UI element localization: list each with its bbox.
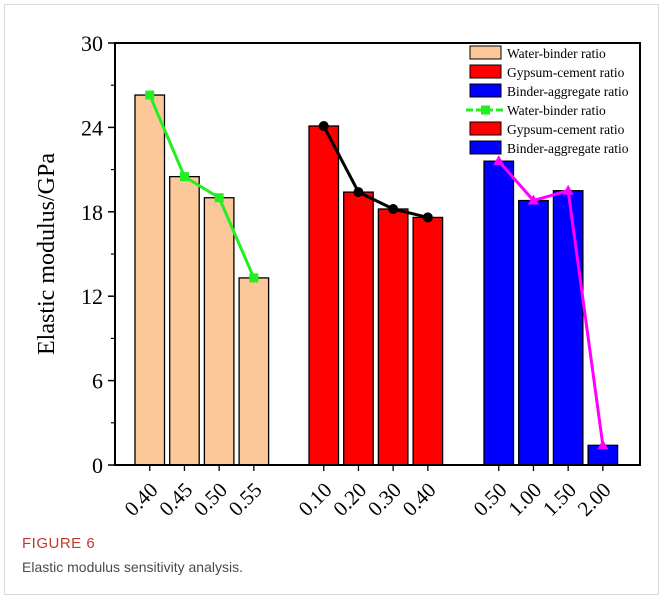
x-tick-label: 2.00 (573, 478, 616, 521)
x-tick-label: 0.10 (294, 478, 337, 521)
x-tick-label: 0.40 (120, 478, 163, 521)
x-tick-label: 0.20 (328, 478, 371, 521)
series-marker (562, 184, 574, 195)
plot-frame (114, 42, 641, 466)
legend-label: Gypsum-cement ratio (507, 65, 625, 80)
bar (343, 191, 374, 466)
bar (412, 216, 444, 466)
y-axis-label: Elastic modulus/GPa (34, 153, 60, 355)
series-line (148, 94, 256, 279)
figure-label: FIGURE 6 (22, 535, 96, 552)
x-tick-label: 1.50 (538, 478, 581, 521)
series-marker (179, 172, 189, 182)
series-marker (145, 90, 155, 100)
x-tick-label: 0.30 (363, 478, 406, 521)
x-tick-label: 0.50 (469, 478, 512, 521)
series-marker (318, 120, 329, 131)
bar (552, 190, 584, 466)
legend-swatch (469, 140, 502, 155)
series-marker (249, 273, 259, 283)
y-tick-label: 0 (92, 453, 103, 478)
y-tick-label: 6 (92, 369, 103, 394)
bar (308, 125, 340, 466)
y-tick-label: 18 (81, 200, 103, 225)
series-marker (527, 194, 539, 205)
x-tick-label: 0.50 (189, 478, 232, 521)
series-marker (422, 212, 433, 223)
bar (483, 160, 515, 466)
legend-swatch (469, 83, 502, 98)
series-marker (597, 439, 609, 450)
legend-marker (481, 105, 490, 115)
x-tick-label: 0.40 (398, 478, 441, 521)
legend-swatch (469, 64, 502, 79)
bar (203, 197, 235, 466)
y-tick-label: 30 (81, 31, 103, 56)
bar (169, 175, 200, 466)
legend-swatch (469, 45, 502, 60)
x-tick-label: 1.00 (503, 478, 546, 521)
series-marker (353, 187, 364, 198)
legend-label: Gypsum-cement ratio (507, 122, 625, 137)
legend-label: Binder-aggregate ratio (507, 84, 629, 99)
series-marker (388, 203, 399, 214)
bar (518, 199, 549, 466)
series-line (497, 160, 605, 446)
bar (238, 277, 270, 466)
series-marker (493, 155, 505, 166)
bar (377, 208, 409, 466)
legend-label: Water-binder ratio (507, 103, 606, 118)
legend-swatch (469, 121, 502, 136)
bar (134, 94, 166, 466)
y-tick-label: 24 (81, 115, 103, 140)
series-marker (214, 193, 224, 203)
x-tick-label: 0.45 (154, 478, 197, 521)
legend-label: Water-binder ratio (507, 46, 606, 61)
figure-caption: Elastic modulus sensitivity analysis. (22, 559, 243, 575)
legend-label: Binder-aggregate ratio (507, 141, 629, 156)
x-tick-label: 0.55 (224, 478, 267, 521)
y-tick-label: 12 (81, 284, 103, 309)
series-line (322, 125, 429, 219)
